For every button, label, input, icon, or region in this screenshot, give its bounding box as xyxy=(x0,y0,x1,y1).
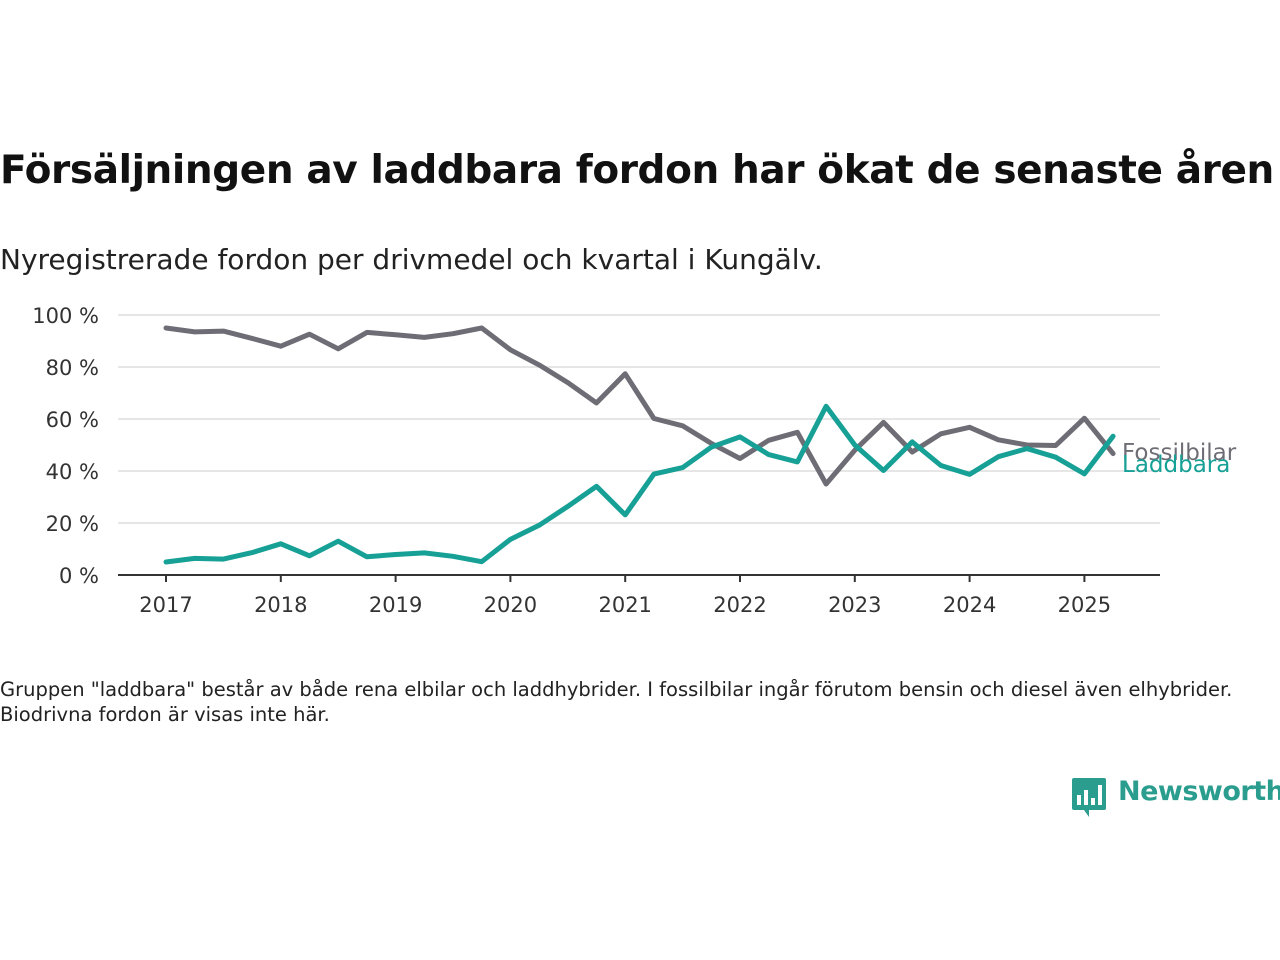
x-tick-label: 2018 xyxy=(254,593,307,617)
y-tick-label: 80 % xyxy=(46,356,99,380)
brand-name: Newsworthy xyxy=(1118,776,1280,807)
x-tick-label: 2022 xyxy=(713,593,766,617)
x-axis: 2017 2018 2019 2020 2021 2022 2023 2024 2025 xyxy=(118,574,1160,617)
series-label-fossilbilar: Fossilbilar xyxy=(1122,440,1237,466)
x-tick-label: 2017 xyxy=(139,593,192,617)
line-chart: 0 % 20 % 40 % 60 % 80 % 100 % 2017 2018 2019 202… xyxy=(32,304,1237,617)
brand-logo[interactable]: Newsworthy xyxy=(1072,774,1280,820)
chart-footnote: Gruppen "laddbara" består av både rena e… xyxy=(0,678,1233,726)
series-label-laddbara: Laddbara xyxy=(1122,452,1230,478)
x-tick-label: 2023 xyxy=(828,593,881,617)
x-tick-label: 2021 xyxy=(598,593,651,617)
newsworthy-logo-icon xyxy=(1072,778,1106,817)
y-tick-label: 60 % xyxy=(46,408,99,432)
x-tick-label: 2025 xyxy=(1058,593,1111,617)
series-lines xyxy=(163,325,1116,565)
y-tick-label: 0 % xyxy=(59,564,99,588)
y-tick-label: 20 % xyxy=(46,512,99,536)
x-tick-label: 2024 xyxy=(943,593,996,617)
series-line-fossilbilar xyxy=(163,325,1116,487)
chart-subtitle: Nyregistrerade fordon per drivmedel och … xyxy=(0,243,823,276)
series-line-laddbara xyxy=(163,403,1116,565)
y-tick-label: 100 % xyxy=(32,304,99,328)
y-tick-label: 40 % xyxy=(46,460,99,484)
x-tick-label: 2019 xyxy=(369,593,422,617)
grid-lines xyxy=(118,314,1160,524)
chart-title: Försäljningen av laddbara fordon har öka… xyxy=(0,148,1274,193)
x-tick-label: 2020 xyxy=(484,593,537,617)
y-axis-labels: 0 % 20 % 40 % 60 % 80 % 100 % xyxy=(32,304,99,588)
